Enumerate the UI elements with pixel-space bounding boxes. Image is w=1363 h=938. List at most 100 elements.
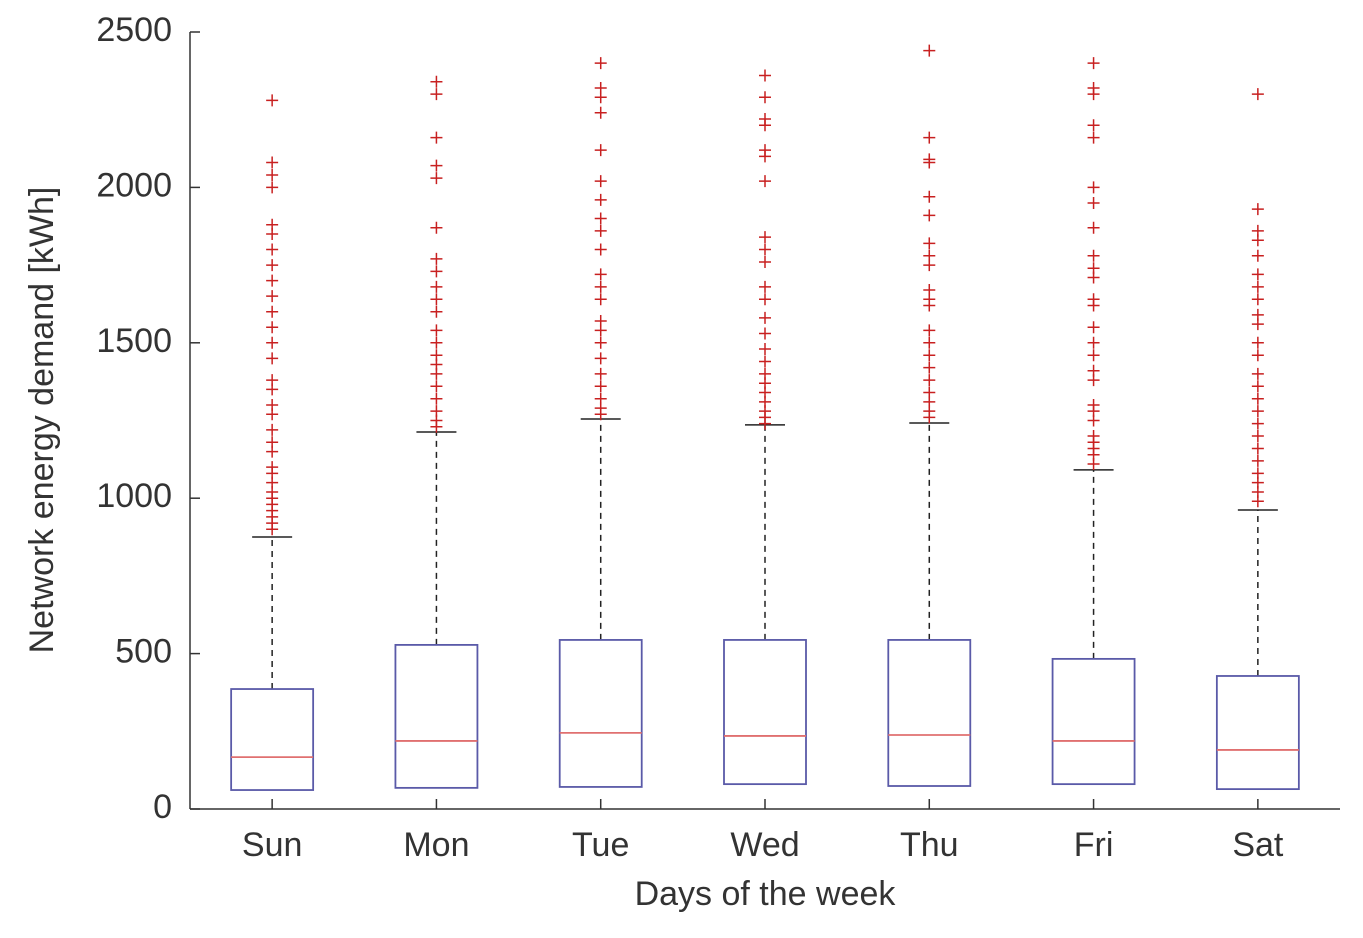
outlier (1251, 349, 1264, 362)
outlier (266, 228, 279, 241)
x-tick-label: Sat (1232, 826, 1284, 864)
outlier (266, 305, 279, 318)
x-tick-label: Thu (900, 826, 959, 864)
outlier (430, 88, 443, 101)
outlier (266, 423, 279, 436)
outlier (430, 367, 443, 380)
outlier (759, 280, 771, 293)
box (230, 688, 315, 791)
outlier (430, 293, 443, 306)
outlier (1251, 268, 1264, 281)
outlier (266, 243, 279, 256)
outlier (594, 57, 607, 70)
outlier (430, 305, 443, 318)
outlier (1251, 454, 1264, 467)
outlier (430, 159, 443, 172)
box (558, 639, 643, 788)
outlier (1087, 131, 1100, 144)
outlier (1251, 392, 1264, 405)
outlier (594, 380, 607, 393)
box (887, 639, 972, 787)
outlier (759, 231, 771, 244)
outlier (1087, 196, 1100, 209)
outlier (759, 119, 771, 132)
outlier (1087, 221, 1100, 234)
outlier (1251, 249, 1264, 262)
outlier (430, 280, 443, 293)
box (1051, 657, 1136, 786)
outlier (1087, 88, 1100, 101)
outlier (923, 237, 936, 250)
outlier (1251, 336, 1264, 349)
box (1215, 675, 1300, 791)
outlier (594, 293, 607, 306)
outlier (1087, 299, 1100, 312)
outlier (1087, 349, 1100, 362)
outlier (430, 420, 443, 433)
outlier (1251, 234, 1264, 247)
y-axis-label: Network energy demand [kWh] (23, 187, 61, 654)
outlier (1251, 88, 1264, 101)
outlier (1251, 442, 1264, 455)
outlier (266, 156, 279, 169)
outlier (594, 324, 607, 337)
outlier (430, 380, 443, 393)
outlier (923, 190, 936, 203)
outlier (266, 259, 279, 272)
outlier (430, 221, 443, 234)
outlier (923, 324, 936, 337)
x-axis-label: Days of the week (635, 875, 897, 913)
outlier (594, 243, 607, 256)
outlier (759, 327, 771, 340)
outlier (1087, 374, 1100, 387)
outlier (594, 224, 607, 237)
box (394, 643, 479, 789)
outlier (266, 445, 279, 458)
outlier (923, 44, 936, 57)
outlier (1251, 280, 1264, 293)
outlier (266, 321, 279, 334)
outlier (594, 91, 607, 104)
outlier (430, 172, 443, 185)
outlier (1251, 430, 1264, 443)
outlier (594, 336, 607, 349)
outlier (759, 255, 771, 268)
outlier (430, 324, 443, 337)
outlier (594, 212, 607, 225)
outlier (759, 355, 771, 368)
outlier (1087, 414, 1100, 427)
outlier (266, 408, 279, 421)
y-tick-label: 1500 (96, 322, 172, 360)
outlier (759, 243, 771, 256)
outlier (594, 352, 607, 365)
outlier (266, 181, 279, 194)
outlier (430, 392, 443, 405)
x-tick-label: Wed (730, 826, 799, 864)
outlier (1087, 57, 1100, 70)
outlier (923, 374, 936, 387)
outlier (430, 131, 443, 144)
outlier (266, 94, 279, 107)
outlier (1087, 271, 1100, 284)
outlier (266, 523, 279, 536)
y-tick-label: 2500 (96, 11, 172, 49)
outlier (594, 144, 607, 157)
outlier (1251, 417, 1264, 430)
outlier (759, 293, 771, 306)
outlier (1251, 367, 1264, 380)
outlier (1087, 336, 1100, 349)
outlier (1087, 249, 1100, 262)
outlier (594, 280, 607, 293)
y-tick-label: 500 (115, 633, 172, 671)
outlier (759, 175, 771, 188)
outlier (759, 69, 771, 82)
outlier (759, 343, 771, 356)
outlier (266, 336, 279, 349)
outlier (430, 265, 443, 278)
x-tick-label: Fri (1074, 826, 1114, 864)
y-tick-label: 1000 (96, 477, 172, 515)
outlier (923, 299, 936, 312)
outlier (594, 175, 607, 188)
outlier (759, 91, 771, 104)
